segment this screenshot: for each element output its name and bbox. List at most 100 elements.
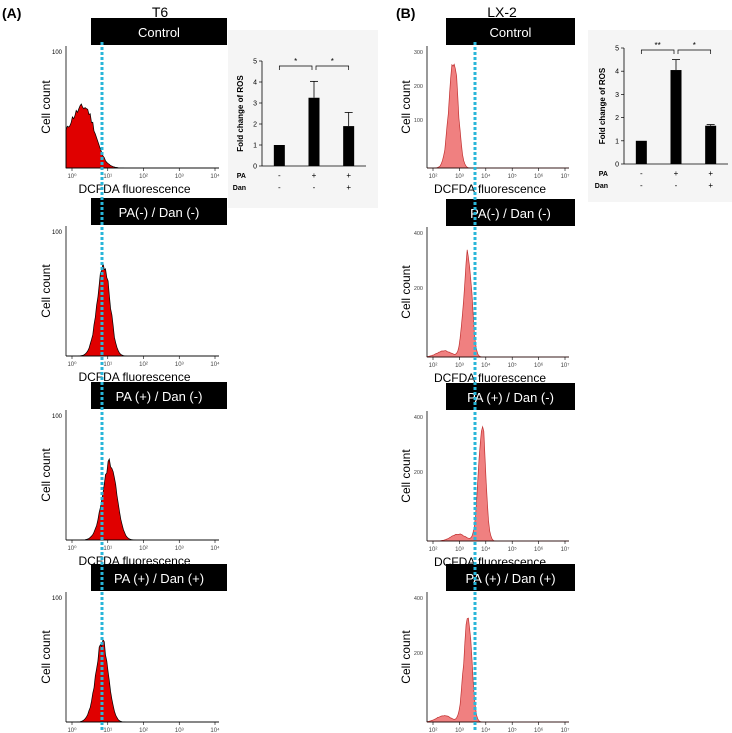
y-tick-label: 400: [414, 415, 423, 421]
y-tick-label: 3: [253, 101, 257, 108]
y-tick-label: 2: [615, 115, 619, 122]
x-tick-label: 10²: [139, 174, 148, 180]
condition-header: [91, 198, 227, 225]
x-tick-label: 10²: [429, 547, 438, 553]
condition-label: PA(-) / Dan (-): [470, 206, 551, 221]
t6-histogram-3: PA (+) / Dan (-) 100 10⁰ 10¹ 10² 10³ 10⁴ Cell c…: [39, 382, 227, 568]
factor-sign: +: [674, 169, 679, 178]
x-tick-label: 10⁷: [561, 362, 570, 369]
histogram-area: [427, 425, 569, 542]
condition-label: Control: [490, 25, 532, 40]
condition-header: [91, 18, 227, 45]
y-tick-label: 1: [615, 138, 619, 145]
histogram-area: [426, 249, 569, 358]
factor-label-dan: Dan: [595, 183, 608, 190]
x-tick-label: 10³: [455, 363, 464, 369]
x-tick-label: 10⁴: [210, 361, 220, 368]
x-tick-label: 10⁰: [67, 727, 77, 733]
x-tick-label: 10³: [175, 362, 184, 368]
t6-histogram-4: PA (+) / Dan (+) 100 10⁰ 10¹ 10² 10³ 10⁴ Cell c…: [39, 564, 227, 733]
histogram-area: [66, 638, 219, 723]
x-tick-label: 10⁷: [561, 173, 570, 180]
x-axis-title: DCFDA fluorescence: [78, 370, 190, 384]
x-tick-label: 10⁴: [210, 173, 220, 180]
y-axis-label: Fold change of ROS: [236, 75, 245, 152]
factor-sign: -: [313, 183, 316, 192]
y-tick-label: 200: [414, 470, 423, 476]
x-axis-title: DCFDA fluorescence: [434, 371, 546, 385]
panel-label-a: (A): [2, 5, 21, 21]
histogram-area: [65, 103, 219, 169]
y-axis-title: Cell count: [39, 80, 53, 134]
condition-label: PA(-) / Dan (-): [119, 205, 200, 220]
factor-sign: +: [346, 183, 351, 192]
x-tick-label: 10¹: [103, 362, 112, 368]
significance-bracket: [278, 65, 313, 70]
x-tick-label: 10⁴: [481, 362, 491, 369]
bar-3: [343, 126, 355, 166]
condition-label: PA (+) / Dan (-): [467, 390, 554, 405]
factor-sign: -: [640, 169, 643, 178]
y-axis-title: Cell count: [399, 80, 413, 134]
x-tick-label: 10³: [175, 174, 184, 180]
lx2-histogram-2: PA(-) / Dan (-) 400 200 10² 10³ 10⁴ 10⁵ 10⁶ 10⁷ C…: [399, 199, 575, 385]
x-tick-label: 10³: [175, 546, 184, 552]
x-axis-title: DCFDA fluorescence: [434, 182, 546, 196]
y-tick-label: 4: [253, 80, 257, 87]
panel-title-lx2: LX-2: [487, 4, 517, 20]
x-tick-label: 10³: [455, 547, 464, 553]
x-tick-label: 10⁰: [67, 361, 77, 368]
histogram-area: [426, 617, 569, 723]
bar-1: [635, 140, 647, 164]
factor-sign: -: [278, 171, 281, 180]
y-tick-label: 100: [414, 118, 423, 124]
y-tick-label: 200: [414, 84, 423, 90]
x-tick-label: 10⁶: [534, 173, 544, 180]
y-tick-label: 3: [615, 92, 619, 99]
chart-background: [228, 30, 378, 208]
lx2-histogram-1: Control 300 200 100 10² 10³ 10⁴ 10⁵ 10⁶ 10⁷ Cell c…: [399, 18, 575, 196]
factor-sign: +: [708, 181, 713, 190]
x-tick-label: 10²: [139, 362, 148, 368]
x-tick-label: 10²: [139, 546, 148, 552]
x-tick-label: 10⁴: [210, 727, 220, 733]
factor-sign: -: [675, 181, 678, 190]
x-tick-label: 10³: [455, 174, 464, 180]
x-tick-label: 10³: [455, 728, 464, 733]
x-tick-label: 10⁰: [67, 545, 77, 552]
x-tick-label: 10¹: [103, 174, 112, 180]
x-tick-label: 10⁴: [481, 173, 491, 180]
x-tick-label: 10⁴: [210, 545, 220, 552]
y-tick-label: 100: [52, 414, 63, 420]
y-tick-label: 5: [253, 59, 257, 66]
y-tick-label: 200: [414, 651, 423, 657]
condition-label: PA (+) / Dan (+): [465, 571, 555, 586]
y-tick-label: 400: [414, 596, 423, 602]
bar-3: [705, 125, 717, 164]
x-tick-label: 10⁰: [67, 173, 77, 180]
panel-title-t6: T6: [152, 4, 169, 20]
significance-marker: *: [331, 57, 334, 66]
x-tick-label: 10⁶: [534, 546, 544, 553]
x-tick-label: 10⁵: [508, 727, 518, 733]
histogram-layer: Control 100 10⁰ 10¹ 10² 10³ 10⁴ Cell count DCFDA…: [39, 18, 575, 733]
x-tick-label: 10²: [139, 728, 148, 733]
x-tick-label: 10⁷: [561, 546, 570, 553]
y-tick-label: 1: [253, 143, 257, 150]
bar-1: [273, 145, 285, 166]
condition-label: PA (+) / Dan (+): [114, 571, 204, 586]
y-axis-label: Fold change of ROS: [598, 67, 607, 144]
y-axis-title: Cell count: [39, 264, 53, 318]
chart-background: [588, 30, 732, 202]
factor-sign: -: [640, 181, 643, 190]
y-tick-label: 300: [414, 50, 423, 56]
x-tick-label: 10⁵: [508, 362, 518, 369]
x-tick-label: 10⁶: [534, 362, 544, 369]
lx2-histogram-4: PA (+) / Dan (+) 400 200 10² 10³ 10⁴ 10⁵ 10⁶ 10⁷…: [399, 564, 575, 733]
y-tick-label: 2: [253, 122, 257, 129]
y-tick-label: 100: [52, 50, 63, 56]
x-tick-label: 10⁵: [508, 546, 518, 553]
factor-label-dan: Dan: [233, 185, 246, 192]
lx2-histogram-3: PA (+) / Dan (-) 400 200 10² 10³ 10⁴ 10⁵ 10⁶ 10⁷…: [399, 383, 575, 569]
y-tick-label: 4: [615, 69, 619, 76]
